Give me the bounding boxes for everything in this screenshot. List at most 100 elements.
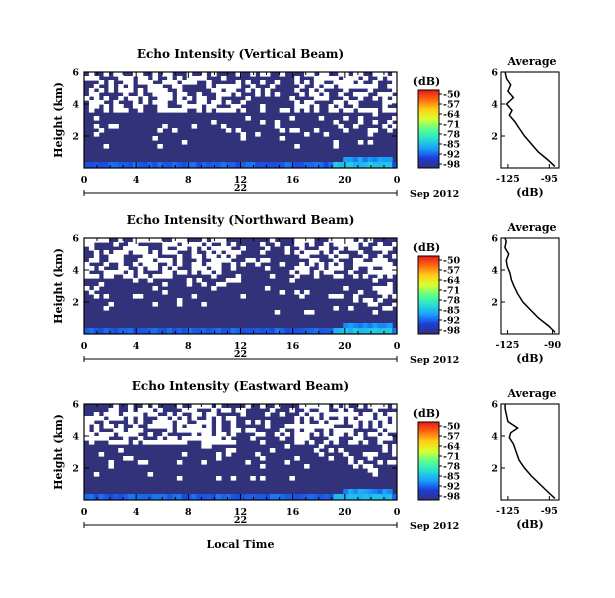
surface-echo-cell [147, 162, 154, 168]
heatmap-gap-cell [367, 270, 374, 275]
average-x-tick-label: -95 [541, 174, 558, 185]
colorbar-swatch [418, 496, 439, 499]
heatmap-gap-cell [260, 242, 266, 247]
heatmap-gap-cell [392, 270, 398, 275]
colorbar-swatch [418, 116, 439, 119]
colorbar-swatch [418, 438, 439, 441]
surface-echo-cell [372, 157, 379, 162]
heatmap-gap-cell [318, 116, 325, 121]
surface-echo-cell [348, 489, 354, 494]
heatmap-gap-cell [304, 100, 310, 105]
heatmap-gap-cell [372, 108, 379, 113]
heatmap-gap-cell [84, 270, 90, 275]
heatmap-gap-cell [235, 104, 242, 109]
colorbar-swatch [418, 125, 439, 128]
heatmap-gap-cell [392, 108, 398, 113]
heatmap-gap-cell [235, 84, 242, 89]
heatmap-gap-cell [211, 258, 217, 263]
colorbar-swatch [418, 142, 439, 145]
heatmap-gap-cell [308, 242, 315, 247]
heatmap-gap-cell [357, 108, 364, 113]
heatmap-gap-cell [128, 428, 134, 433]
heatmap-gap-cell [152, 262, 158, 267]
surface-echo-cell [157, 162, 163, 168]
heatmap-gap-cell [98, 128, 105, 133]
surface-echo-cell [377, 489, 383, 494]
heatmap-gap-cell [113, 242, 119, 247]
heatmap-gap-cell [387, 274, 393, 279]
heatmap-gap-cell [191, 416, 198, 421]
heatmap-gap-cell [333, 274, 339, 279]
colorbar-swatch [418, 435, 439, 438]
heatmap-gap-cell [118, 104, 124, 109]
heatmap-gap-cell [118, 238, 124, 243]
surface-echo-cell [235, 162, 242, 168]
heatmap-gap-cell [206, 444, 212, 449]
heatmap-gap-cell [132, 96, 139, 101]
heatmap-gap-cell [387, 282, 393, 287]
heatmap-gap-cell [333, 404, 339, 409]
surface-echo-cell [240, 162, 246, 168]
heatmap-gap-cell [382, 246, 388, 251]
heatmap-gap-cell [172, 108, 178, 113]
surface-echo-cell [352, 157, 359, 162]
heatmap-gap-cell [137, 108, 144, 113]
surface-echo-cell [201, 328, 207, 334]
heatmap-gap-cell [318, 444, 325, 449]
colorbar-swatch [418, 290, 439, 293]
heatmap-gap-cell [118, 432, 124, 437]
surface-echo-cell [264, 494, 271, 500]
heatmap-gap-cell [123, 266, 129, 271]
colorbar-swatch [418, 90, 439, 93]
heatmap-gap-cell [352, 92, 359, 97]
heatmap-gap-cell [225, 250, 232, 255]
colorbar-swatch [418, 470, 439, 473]
month-label: Sep 2012 [410, 521, 459, 532]
heatmap-gap-cell [294, 80, 300, 85]
heatmap-gap-cell [176, 84, 183, 89]
heatmap-gap-cell [240, 246, 246, 251]
surface-echo-cell [372, 494, 379, 500]
heatmap-gap-cell [313, 404, 320, 409]
heatmap-gap-cell [157, 238, 163, 243]
heatmap-gap-cell [284, 432, 291, 437]
heatmap-gap-cell [367, 456, 374, 461]
surface-echo-cell [377, 494, 383, 500]
surface-echo-cell [343, 489, 349, 494]
heatmap-gap-cell [196, 92, 202, 97]
heatmap-gap-cell [294, 440, 300, 445]
heatmap-gap-cell [377, 242, 383, 247]
surface-echo-cell [235, 494, 242, 500]
heatmap-gap-cell [235, 250, 242, 255]
heatmap-gap-cell [289, 476, 295, 481]
surface-echo-cell [230, 328, 237, 334]
surface-echo-cell [142, 162, 149, 168]
heatmap-gap-cell [392, 254, 398, 259]
surface-echo-cell [274, 494, 281, 500]
heatmap-gap-cell [176, 254, 183, 259]
heatmap-gap-cell [284, 444, 291, 449]
colorbar-swatch [418, 490, 439, 493]
colorbar-swatch [418, 459, 439, 462]
heatmap-gap-cell [245, 460, 251, 465]
surface-echo-cell [250, 162, 256, 168]
heatmap-gap-cell [308, 428, 315, 433]
heatmap-gap-cell [201, 404, 207, 409]
heatmap-gap-cell [123, 76, 129, 81]
heatmap-gap-cell [392, 266, 398, 271]
colorbar-swatch [418, 145, 439, 148]
heatmap-gap-cell [132, 104, 139, 109]
heatmap-gap-cell [132, 246, 139, 251]
heatmap-gap-cell [162, 104, 168, 109]
colorbar-swatch [418, 129, 439, 132]
colorbar-swatch [418, 430, 439, 433]
surface-echo-cell [367, 489, 374, 494]
surface-echo-cell [279, 328, 286, 334]
heatmap-gap-cell [352, 298, 359, 303]
average-x-axis-label: (dB) [516, 352, 543, 365]
heatmap-gap-cell [260, 440, 266, 445]
colorbar-swatch [418, 163, 439, 166]
colorbar-swatch [418, 441, 439, 444]
surface-echo-cell [152, 328, 158, 334]
surface-echo-cell [211, 494, 217, 500]
